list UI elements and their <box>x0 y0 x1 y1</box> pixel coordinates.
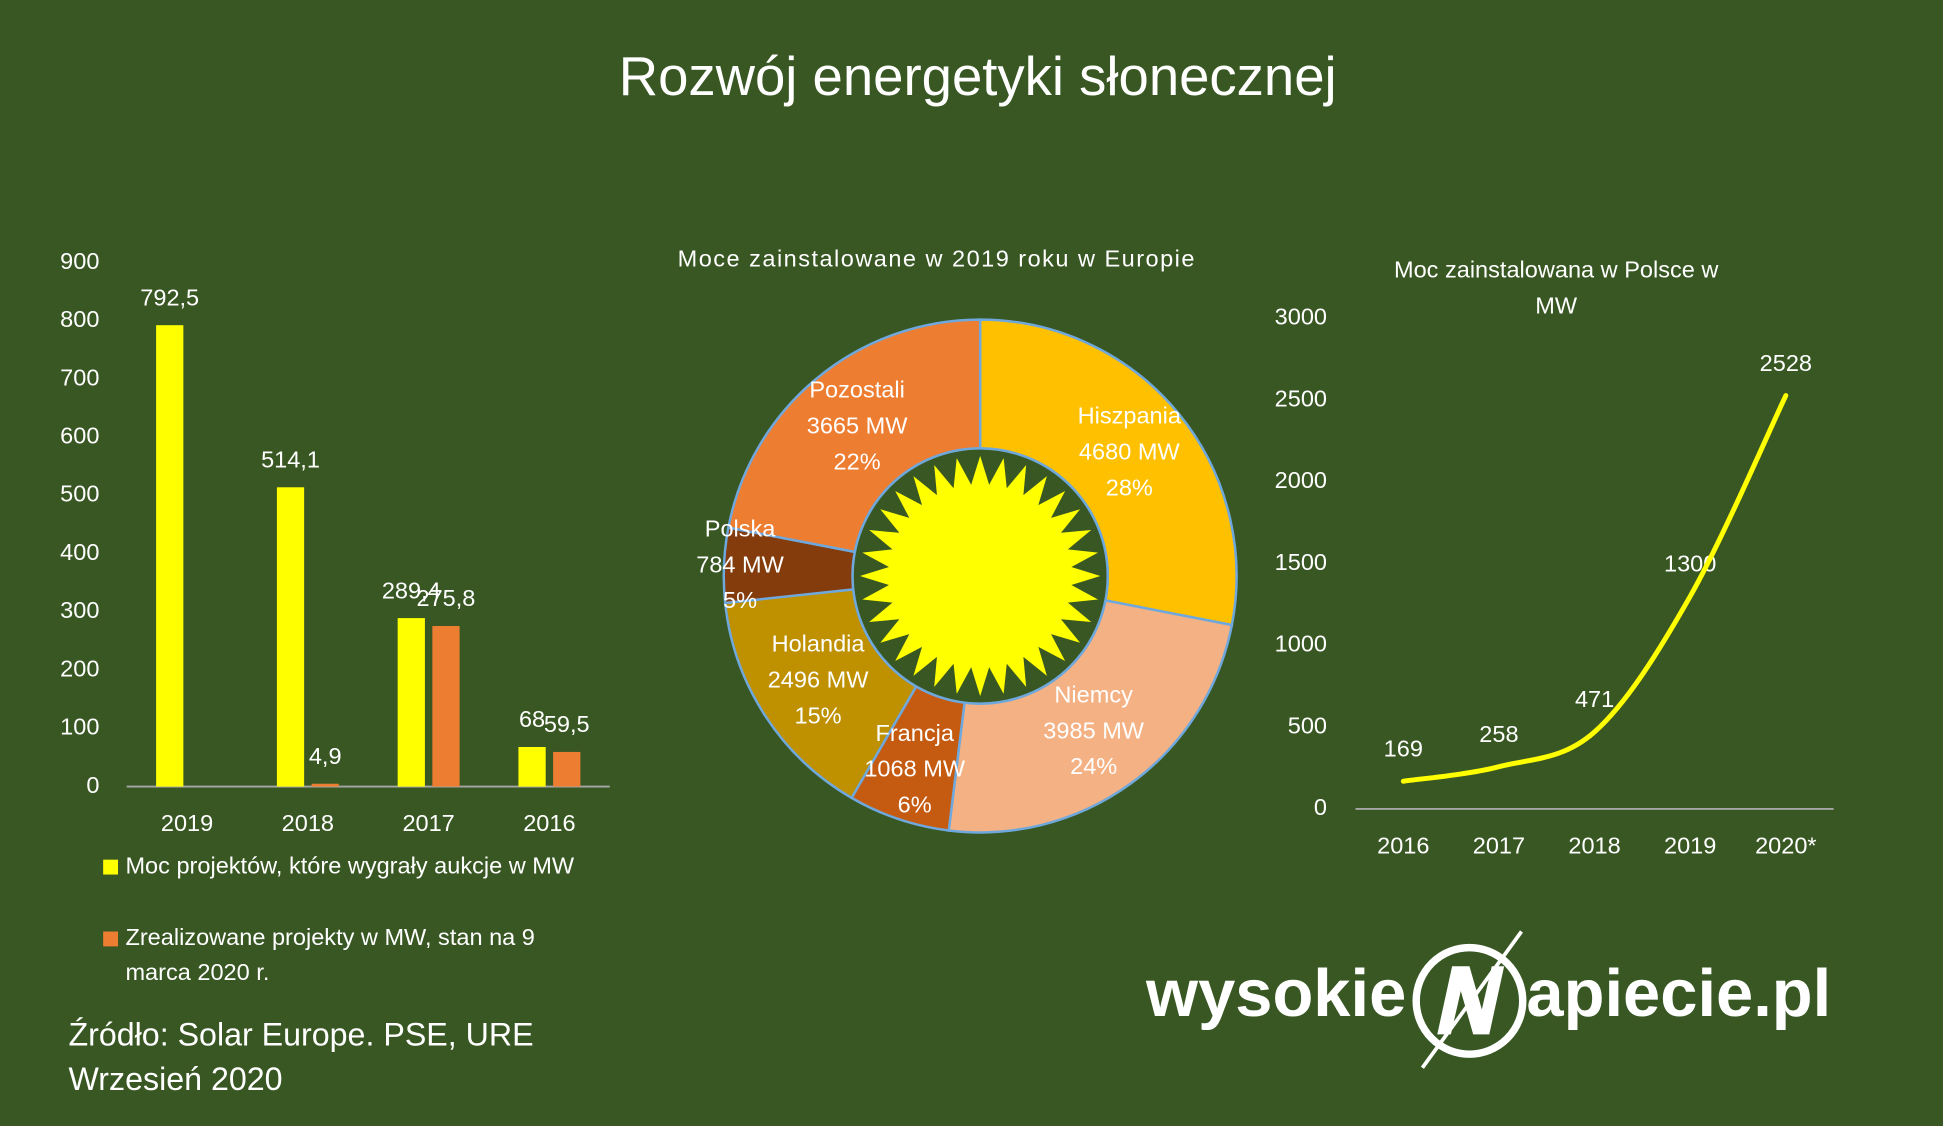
x-tick-label: 2018 <box>1568 833 1620 859</box>
y-tick-label: 1000 <box>1275 631 1327 657</box>
y-tick-label: 0 <box>1314 794 1327 820</box>
data-label: 514,1 <box>261 446 320 472</box>
logo-circle <box>1412 943 1527 1058</box>
x-tick-label: 2019 <box>161 810 213 836</box>
pie-label: Hiszpania <box>1077 403 1181 430</box>
data-label: 792,5 <box>140 284 199 310</box>
x-tick-label: 2019 <box>1664 833 1716 859</box>
pie-label-wrap: Holandia 2496 MW 15% <box>725 627 911 735</box>
pie-label: 22% <box>833 449 881 476</box>
pie-label: Francja <box>875 721 954 748</box>
bar <box>432 626 460 787</box>
data-label: 2528 <box>1760 350 1812 376</box>
y-tick-label: 1500 <box>1275 549 1327 575</box>
bar <box>397 618 425 787</box>
pie-label: 6% <box>897 793 932 820</box>
y-tick-label: 2500 <box>1275 385 1327 411</box>
pie-label-wrap: Niemcy 3985 MW 24% <box>1001 678 1187 786</box>
bar <box>311 783 339 787</box>
y-tick-label: 900 <box>60 248 99 274</box>
chart-title: Moc zainstalowana w Polsce w MW <box>1393 257 1719 320</box>
page-title: Rozwój energetyki słonecznej <box>619 46 1337 107</box>
x-tick-label: 2018 <box>282 810 334 836</box>
pie-label-box: Pozostali 3665 MW 22% <box>764 373 950 481</box>
x-tick-label: 2017 <box>402 810 454 836</box>
pie-label-wrap: Hiszpania 4680 MW 28% <box>1036 399 1222 507</box>
legend-label: Zrealizowane projekty w MW, stan na 9 ma… <box>125 925 535 987</box>
data-label: 68 <box>519 706 545 732</box>
bar <box>553 751 581 787</box>
pie-label: 784 MW <box>696 552 784 579</box>
pie-label-wrap: Francja 1068 MW 6% <box>822 716 1008 824</box>
pie-label: 1068 MW <box>864 757 966 784</box>
legend-label-box: Zrealizowane projekty w MW, stan na 9 ma… <box>125 922 596 991</box>
bar <box>276 487 305 787</box>
chart-title-wrap: Moc zainstalowana w Polsce w MW <box>1370 253 1742 325</box>
pie-label: Polska <box>704 516 776 543</box>
data-label: 59,5 <box>544 711 590 737</box>
x-tick-label: 2016 <box>1377 833 1429 859</box>
pie-label: 4680 MW <box>1078 439 1180 466</box>
y-tick-label: 100 <box>60 714 99 740</box>
sun-icon <box>860 455 1101 697</box>
x-tick-label: 2016 <box>523 810 575 836</box>
pie-label: 28% <box>1105 475 1153 502</box>
bar <box>156 325 184 787</box>
x-tick-label: 2020* <box>1755 833 1816 859</box>
y-tick-label: 800 <box>60 306 99 332</box>
x-tick-label: 2017 <box>1473 833 1525 859</box>
date: Wrzesień 2020 <box>68 1061 282 1097</box>
source: Źródło: Solar Europe. PSE, URE <box>68 1016 533 1052</box>
legend-swatch <box>103 859 119 875</box>
pie-label-box: Holandia 2496 MW 15% <box>725 627 911 735</box>
pie-label: Niemcy <box>1054 682 1133 709</box>
pie-label-wrap: Pozostali 3665 MW 22% <box>764 373 950 481</box>
logo: wysokie apiecie.pl <box>1145 930 1831 1069</box>
legend-label-wrap: Zrealizowane projekty w MW, stan na 9 ma… <box>125 922 596 991</box>
y-tick-label: 700 <box>60 364 99 390</box>
data-label: 258 <box>1479 721 1518 747</box>
legend-label-wrap: Moc projektów, które wygrały aukcje w MW <box>125 850 596 885</box>
pie-label: 24% <box>1070 754 1118 781</box>
data-label: 4,9 <box>309 743 342 769</box>
legend-label: Moc projektów, które wygrały aukcje w MW <box>125 853 575 880</box>
y-tick-label: 0 <box>86 772 99 798</box>
y-tick-label: 2000 <box>1275 467 1327 493</box>
data-label: 169 <box>1384 736 1423 762</box>
pie-label: 3665 MW <box>806 413 908 440</box>
legend-swatch <box>103 931 119 947</box>
y-tick-label: 600 <box>60 422 99 448</box>
pie-label: Pozostali <box>809 377 905 404</box>
y-tick-label: 400 <box>60 539 99 565</box>
y-tick-label: 200 <box>60 655 99 681</box>
pie-label-box: Hiszpania 4680 MW 28% <box>1036 399 1222 507</box>
bar <box>518 747 546 787</box>
pie-label: Holandia <box>771 631 865 658</box>
y-tick-label: 3000 <box>1275 304 1327 330</box>
chart-title: Moce zainstalowane w 2019 roku w Europie <box>678 245 1196 271</box>
data-label: 289,4 <box>382 577 441 603</box>
pie-label: 15% <box>794 703 842 730</box>
line-series <box>1400 393 1789 784</box>
pie-label-box: Polska 784 MW 5% <box>647 511 833 619</box>
pie-label-box: Niemcy 3985 MW 24% <box>1001 678 1187 786</box>
data-label: 275,8 <box>417 585 476 611</box>
chart-title-box: Moc zainstalowana w Polsce w MW <box>1370 253 1742 325</box>
logo-left: wysokie <box>1145 956 1406 1031</box>
pie-label: 5% <box>723 588 758 615</box>
logo-right: apiecie.pl <box>1526 956 1831 1031</box>
logo-bolt <box>1420 930 1523 1069</box>
pie-label-wrap: Polska 784 MW 5% <box>647 511 833 619</box>
data-label: 471 <box>1575 686 1614 712</box>
pie-label: 3985 MW <box>1043 718 1145 745</box>
legend-label-box: Moc projektów, które wygrały aukcje w MW <box>125 850 596 885</box>
y-tick-label: 300 <box>60 597 99 623</box>
y-tick-label: 500 <box>60 481 99 507</box>
y-tick-label: 500 <box>1288 712 1327 738</box>
pie-label-box: Francja 1068 MW 6% <box>822 716 1008 824</box>
pie-label: 2496 MW <box>767 667 869 694</box>
